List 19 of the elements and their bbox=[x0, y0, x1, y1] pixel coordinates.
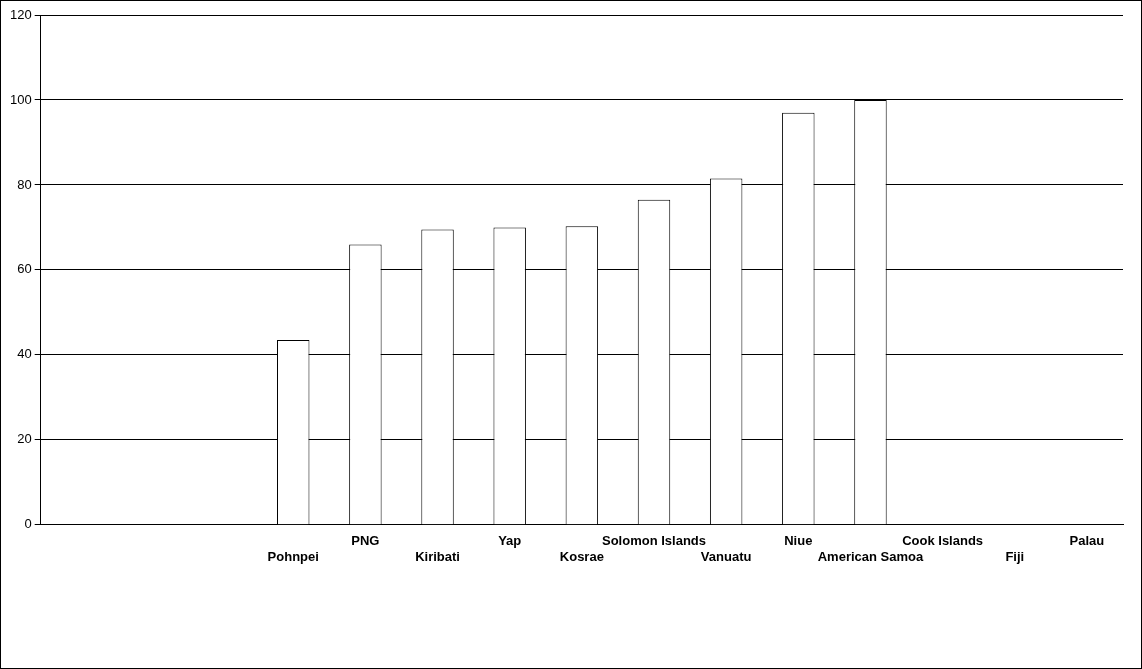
x-tick-label: Niue bbox=[784, 533, 813, 549]
x-tick-label: Pohnpei bbox=[267, 548, 319, 564]
x-tick-label: Cook Islands bbox=[902, 533, 984, 549]
y-tick-label: 100 bbox=[9, 91, 32, 107]
x-tick-label: PNG bbox=[351, 533, 380, 549]
x-tick-label: Solomon Islands bbox=[601, 533, 707, 549]
y-tick-label: 80 bbox=[17, 176, 32, 192]
x-tick-label: Palau bbox=[1069, 533, 1105, 549]
x-tick-label: Fiji bbox=[1005, 548, 1025, 564]
x-tick-label: Vanuatu bbox=[700, 548, 752, 564]
x-tick-label: Yap bbox=[498, 533, 522, 549]
x-tick-label: American Samoa bbox=[817, 548, 924, 564]
y-tick-label: 40 bbox=[17, 346, 32, 362]
y-tick-label: 120 bbox=[9, 6, 32, 22]
x-tick-label: Kiribati bbox=[415, 548, 460, 564]
y-tick-label: 20 bbox=[17, 431, 32, 447]
y-tick-label: 60 bbox=[17, 261, 32, 277]
x-tick-label: Kosrae bbox=[559, 548, 604, 564]
y-tick-label: 0 bbox=[24, 516, 32, 532]
